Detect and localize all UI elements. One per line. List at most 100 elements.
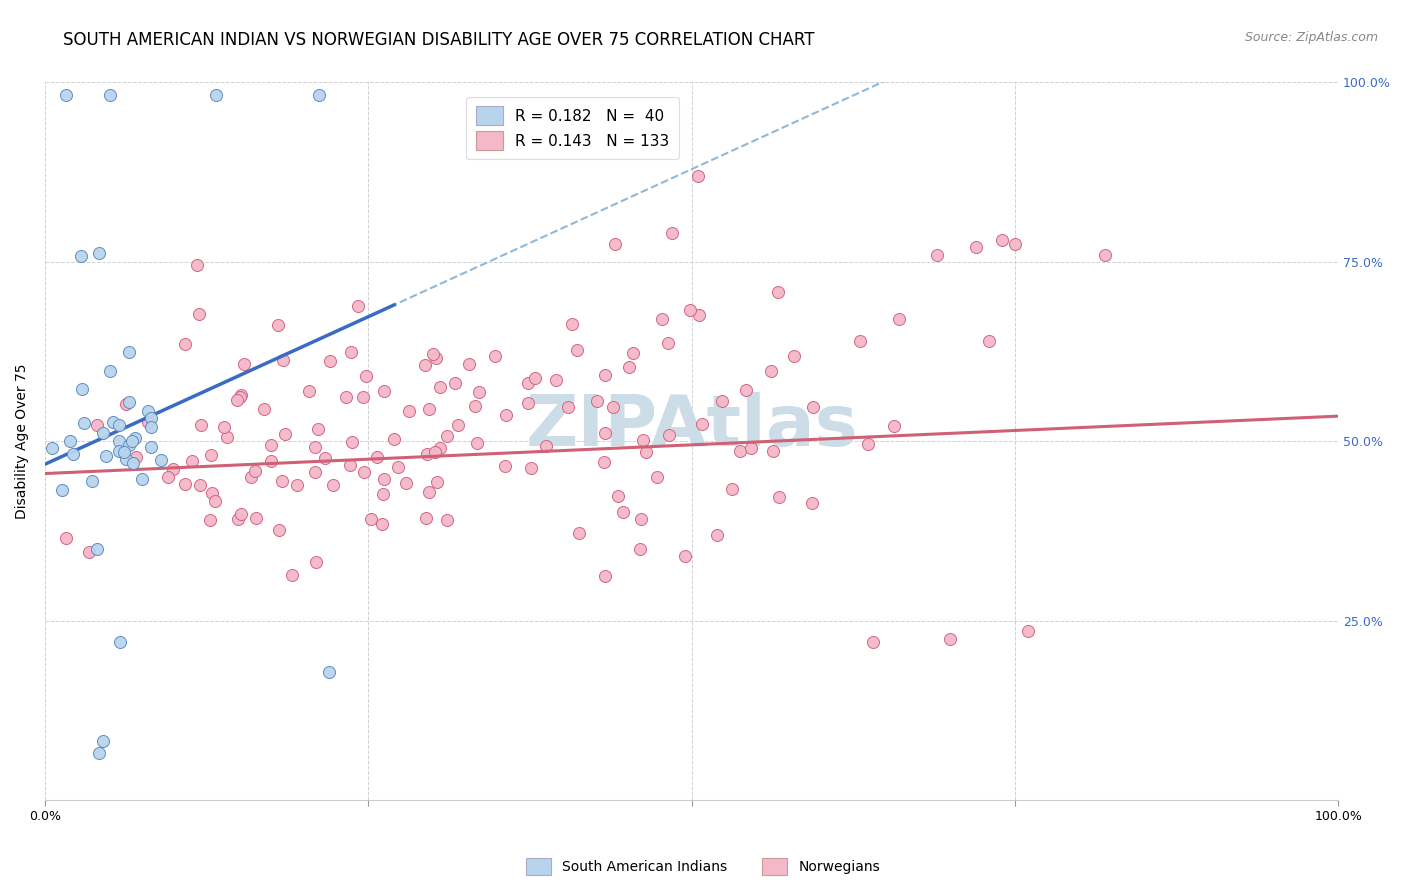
Point xyxy=(728,444,751,458)
Point xyxy=(322,478,344,492)
Point xyxy=(658,428,681,442)
Text: SOUTH AMERICAN INDIAN VS NORWEGIAN DISABILITY AGE OVER 75 CORRELATION CHART: SOUTH AMERICAN INDIAN VS NORWEGIAN DISAB… xyxy=(63,31,814,49)
Point xyxy=(354,368,377,383)
Point xyxy=(229,507,252,521)
Point xyxy=(484,349,506,363)
Point xyxy=(226,393,249,408)
Point xyxy=(862,635,884,649)
Point xyxy=(516,396,538,410)
Point xyxy=(108,417,131,432)
Point xyxy=(340,344,363,359)
Point xyxy=(70,249,93,263)
Point xyxy=(429,441,451,455)
Point xyxy=(883,419,905,434)
Point xyxy=(706,527,728,541)
Point xyxy=(122,457,145,471)
Point xyxy=(339,458,361,472)
Point xyxy=(415,511,437,525)
Point xyxy=(735,384,758,398)
Text: ZIPAtlas: ZIPAtlas xyxy=(526,392,858,461)
Point xyxy=(233,357,256,371)
Point xyxy=(634,445,657,459)
Point xyxy=(710,393,733,408)
Point xyxy=(51,483,73,497)
Point xyxy=(612,505,634,519)
Point xyxy=(422,347,444,361)
Point xyxy=(115,397,138,411)
Point xyxy=(436,513,458,527)
Point xyxy=(524,370,547,384)
Point xyxy=(447,417,470,432)
Point xyxy=(619,360,641,375)
Point xyxy=(101,415,124,429)
Point xyxy=(464,399,486,413)
Point xyxy=(602,400,624,414)
Point xyxy=(86,541,108,556)
Point xyxy=(647,470,669,484)
Point xyxy=(494,459,516,474)
Point xyxy=(187,307,209,321)
Point xyxy=(1017,624,1039,639)
Point xyxy=(678,303,700,318)
Point xyxy=(124,431,146,445)
Point xyxy=(371,487,394,501)
Point xyxy=(239,470,262,484)
Point xyxy=(162,462,184,476)
Point xyxy=(848,334,870,348)
Point xyxy=(173,337,195,351)
Point xyxy=(740,441,762,455)
Point xyxy=(298,384,321,398)
Point xyxy=(91,734,114,748)
Point xyxy=(228,512,250,526)
Point xyxy=(77,545,100,559)
Point xyxy=(108,434,131,449)
Point xyxy=(270,474,292,488)
Point xyxy=(266,318,288,333)
Point xyxy=(534,439,557,453)
Y-axis label: Disability Age Over 75: Disability Age Over 75 xyxy=(15,364,30,519)
Point xyxy=(141,420,163,434)
Point xyxy=(318,665,340,680)
Point xyxy=(768,490,790,504)
Point xyxy=(1094,248,1116,262)
Point xyxy=(465,436,488,450)
Point xyxy=(62,447,84,461)
Point xyxy=(593,368,616,382)
Point xyxy=(229,388,252,402)
Point xyxy=(80,475,103,489)
Point xyxy=(138,415,160,429)
Point xyxy=(93,426,115,441)
Point xyxy=(371,517,394,532)
Point xyxy=(800,496,823,510)
Point xyxy=(557,400,579,414)
Point xyxy=(274,426,297,441)
Point xyxy=(214,420,236,434)
Point xyxy=(41,441,63,455)
Point xyxy=(352,390,374,404)
Point xyxy=(991,233,1014,247)
Point xyxy=(281,568,304,582)
Point xyxy=(245,511,267,525)
Point xyxy=(353,465,375,479)
Point xyxy=(423,445,446,459)
Point xyxy=(319,354,342,368)
Point xyxy=(623,345,645,359)
Point xyxy=(593,568,616,582)
Point xyxy=(607,490,630,504)
Point xyxy=(605,237,627,252)
Point xyxy=(204,88,226,103)
Point xyxy=(228,390,250,404)
Point xyxy=(965,240,987,254)
Point xyxy=(108,444,131,458)
Point xyxy=(398,404,420,418)
Point xyxy=(657,335,679,350)
Point xyxy=(115,451,138,466)
Point xyxy=(108,635,131,649)
Point xyxy=(977,334,1000,348)
Point xyxy=(495,408,517,422)
Point xyxy=(436,429,458,443)
Point xyxy=(630,512,652,526)
Point xyxy=(260,454,283,468)
Point xyxy=(89,747,111,761)
Point xyxy=(360,511,382,525)
